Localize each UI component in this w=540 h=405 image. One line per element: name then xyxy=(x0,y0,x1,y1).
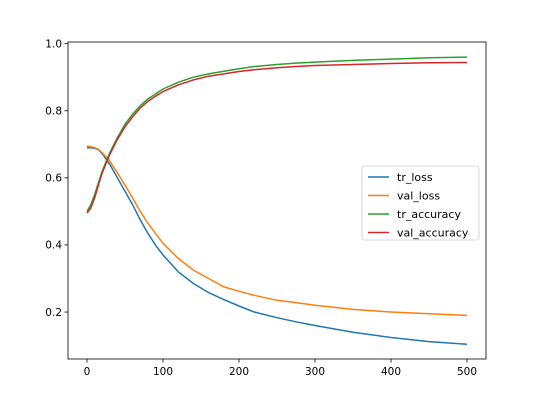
series-line-tr-loss xyxy=(87,146,468,345)
legend-label-val-accuracy: val_accuracy xyxy=(397,227,469,240)
legend-label-tr-accuracy: tr_accuracy xyxy=(397,208,461,221)
x-tick-label: 0 xyxy=(84,366,91,378)
legend-label-tr-loss: tr_loss xyxy=(397,171,433,184)
x-tick-label: 500 xyxy=(457,366,477,378)
legend: tr_loss val_loss tr_accuracy val_accuracy xyxy=(361,165,480,241)
series-layer xyxy=(86,56,468,345)
legend-box xyxy=(361,165,480,241)
plot-frame xyxy=(67,41,487,360)
y-tick-label: 1.0 xyxy=(45,38,62,50)
x-tick-label: 400 xyxy=(381,366,401,378)
series-line-val-loss xyxy=(86,145,468,317)
x-tick-label: 100 xyxy=(153,366,173,378)
y-tick-label: 0.8 xyxy=(45,106,62,118)
series-line-val-accuracy xyxy=(86,61,468,214)
x-tick-label: 300 xyxy=(305,366,325,378)
y-tick-label: 0.4 xyxy=(45,240,62,252)
axes-layer: 0 100 200 300 400 500 0.2 0.4 0.6 0.8 1.0 xyxy=(45,38,477,378)
legend-label-val-loss: val_loss xyxy=(397,190,440,203)
x-tick-label: 200 xyxy=(229,366,249,378)
y-tick-label: 0.2 xyxy=(45,307,62,319)
y-tick-label: 0.6 xyxy=(45,173,62,185)
